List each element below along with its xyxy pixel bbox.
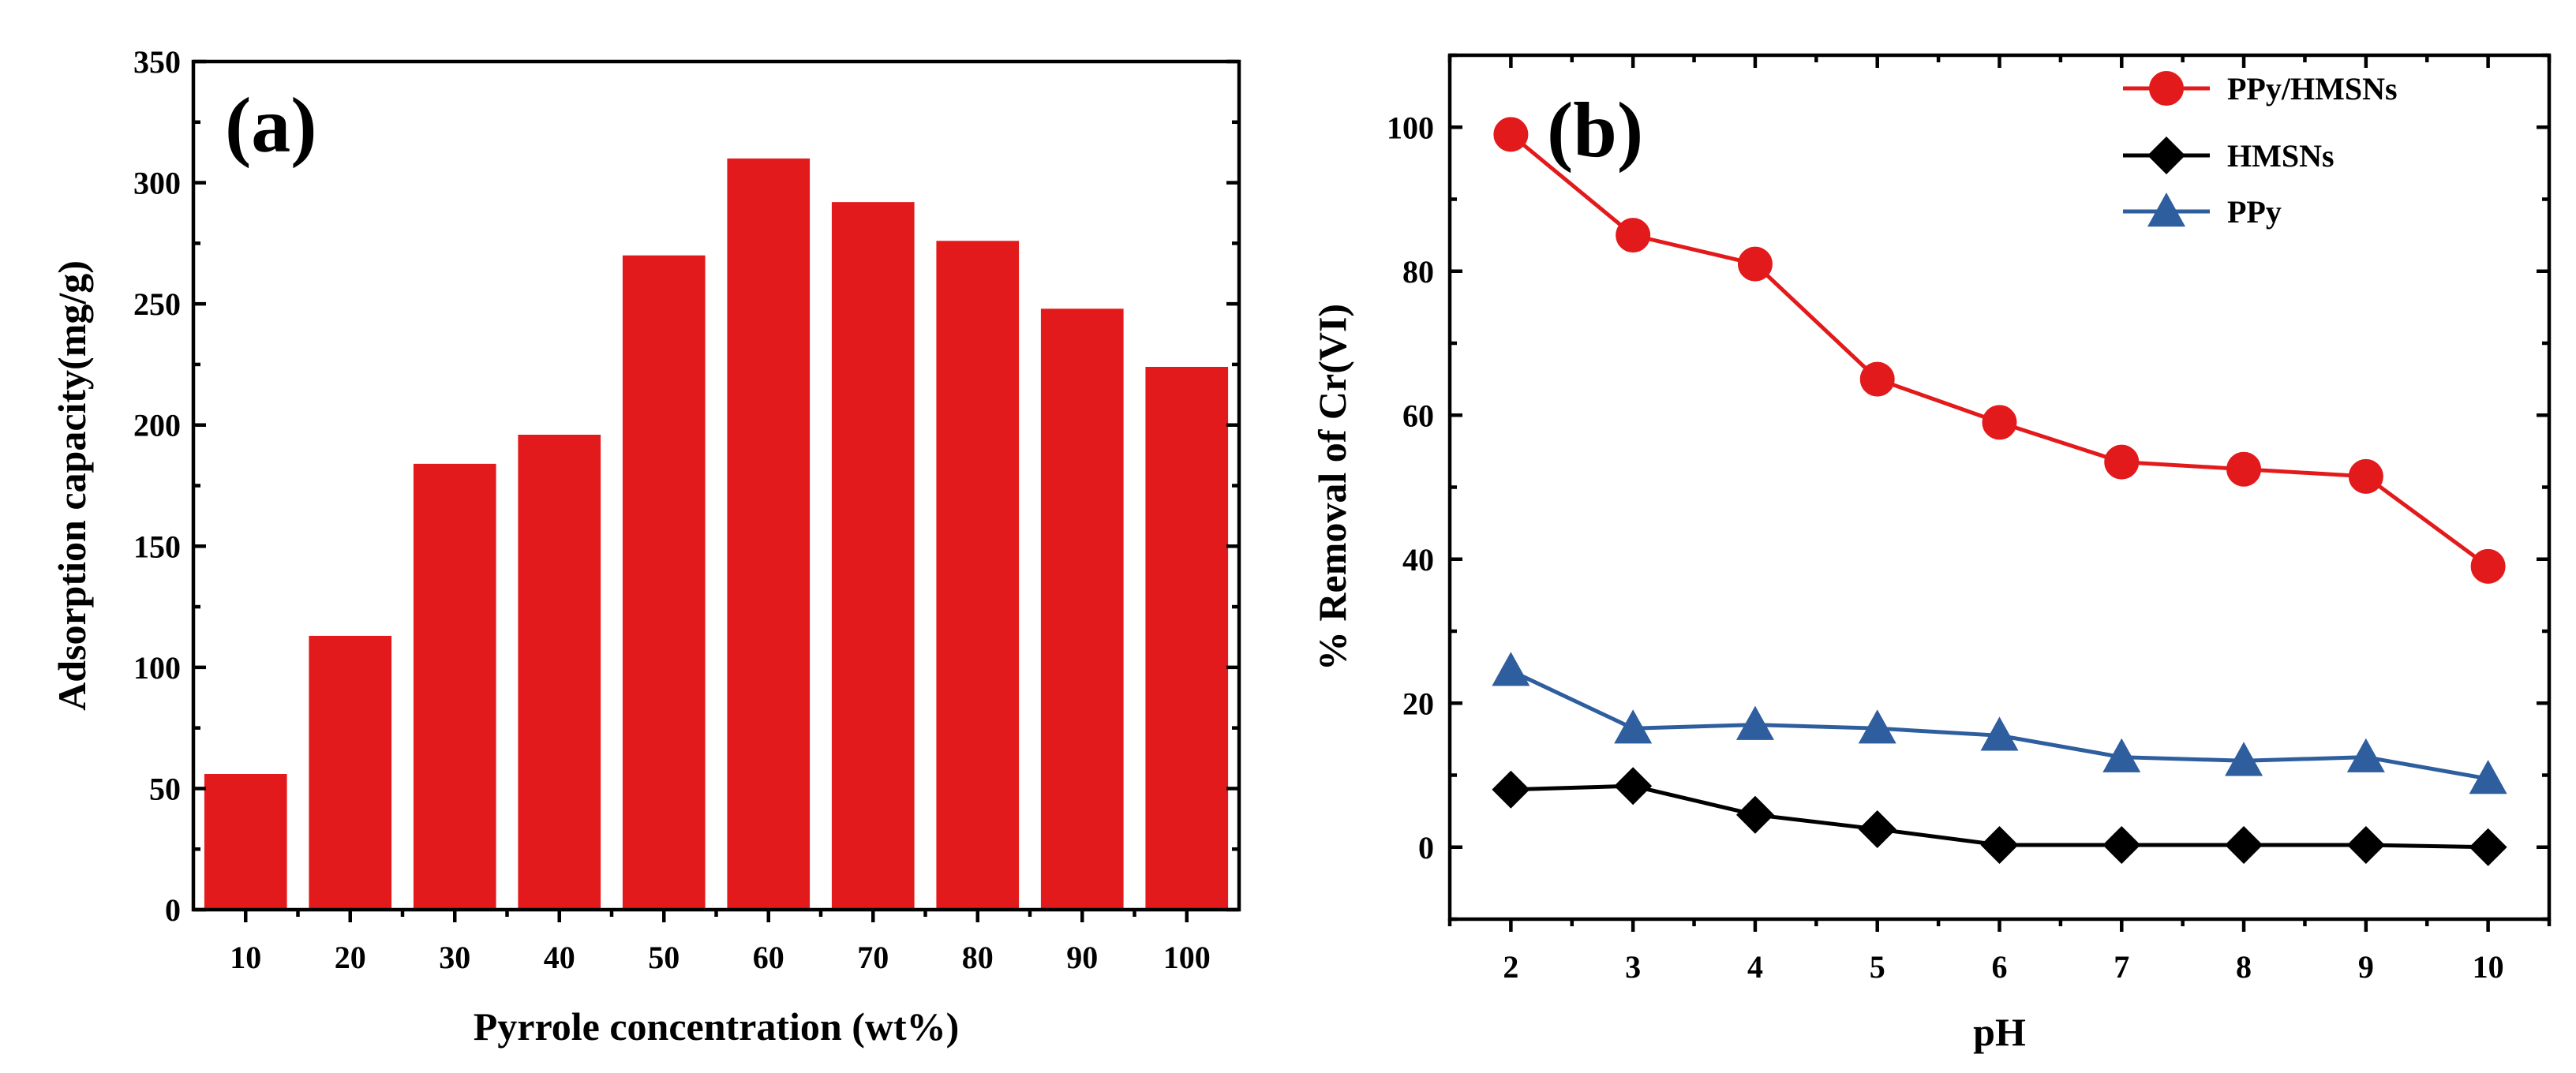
- data-point-ppy-hmsns: [2104, 444, 2140, 480]
- y-axis-title: Adsorption capacity(mg/g): [50, 260, 94, 711]
- x-tick-label: 80: [962, 940, 994, 975]
- legend-label-ppy: PPy: [2227, 194, 2282, 230]
- bar: [413, 463, 496, 910]
- x-tick-label: 2: [1503, 949, 1518, 985]
- bar: [831, 202, 915, 910]
- y-tick-label: 250: [133, 286, 181, 322]
- x-tick-label: 20: [335, 940, 366, 975]
- x-tick-label: 30: [439, 940, 470, 975]
- data-point-ppy: [1614, 709, 1653, 744]
- x-axis-title: pH: [1973, 1010, 2026, 1054]
- y-tick-label: 100: [1387, 110, 1434, 145]
- bar: [518, 435, 601, 910]
- panel-a-bar-chart: (a) 0 50 100 150 200 250 300 350 10 20 30 40 50 60 70 8…: [50, 44, 1241, 1049]
- panel-b-line-chart: (b) 0 20 40 60 80 100 2 3 4 5 6 7 8 9 10 pH % Removal of…: [1310, 53, 2552, 1054]
- x-tick-label: 100: [1163, 940, 1211, 975]
- bar: [727, 158, 811, 910]
- x-tick-label: 90: [1066, 940, 1098, 975]
- legend-label-hmsns: HMSNs: [2227, 138, 2334, 174]
- x-tick-label: 7: [2114, 949, 2129, 985]
- data-point-hmsns: [1980, 826, 2019, 865]
- y-tick-label: 0: [1418, 830, 1434, 866]
- bar: [309, 635, 392, 910]
- x-tick-label: 9: [2358, 949, 2374, 985]
- y-tick-label: 50: [149, 771, 181, 806]
- panel-b-label: (b): [1547, 86, 1643, 174]
- data-point-hmsns: [1614, 767, 1653, 806]
- plot-frame-b: [1447, 53, 2552, 922]
- x-tick-label: 10: [2473, 949, 2504, 985]
- x-axis-title: Pyrrole concentration (wt%): [474, 1004, 960, 1049]
- data-point-ppy: [2225, 742, 2263, 776]
- y-tick-label: 0: [165, 892, 181, 928]
- x-tick-label: 3: [1625, 949, 1641, 985]
- x-tick-label: 40: [544, 940, 575, 975]
- data-point-ppy-hmsns: [2348, 458, 2383, 494]
- legend-label-ppy-hmsns: PPy/HMSNs: [2227, 71, 2398, 107]
- data-point-hmsns: [1735, 795, 1774, 834]
- y-tick-label: 300: [133, 166, 181, 201]
- data-point-ppy: [2346, 738, 2385, 772]
- x-tick-label: 6: [1992, 949, 2008, 985]
- data-point-ppy-hmsns: [1493, 117, 1529, 152]
- x-tick-label: 60: [753, 940, 784, 975]
- series-line-ppy-hmsns: [1509, 133, 2490, 568]
- y-tick-label: 60: [1402, 398, 1434, 433]
- data-point-hmsns: [1492, 770, 1530, 809]
- y-tick-label: 100: [133, 650, 181, 686]
- bar: [1040, 308, 1124, 910]
- x-tick-label: 70: [857, 940, 889, 975]
- data-point-hmsns: [2469, 828, 2507, 866]
- data-point-ppy: [1492, 652, 1530, 686]
- bar: [1145, 367, 1229, 910]
- x-tick-label: 8: [2236, 949, 2252, 985]
- data-point-ppy: [1858, 709, 1896, 744]
- data-point-ppy: [1980, 716, 2019, 751]
- data-point-hmsns: [2102, 826, 2141, 865]
- data-point-ppy-hmsns: [2226, 451, 2262, 487]
- data-point-ppy-hmsns: [1982, 405, 2017, 440]
- y-axis-title: % Removal of Cr(VI): [1310, 304, 1354, 671]
- data-point-hmsns: [1858, 809, 1896, 848]
- data-point-ppy-hmsns: [1859, 361, 1895, 397]
- y-tick-label: 40: [1402, 542, 1434, 578]
- bar: [204, 774, 287, 910]
- data-point-ppy: [2469, 760, 2507, 794]
- y-tick-label: 20: [1402, 686, 1434, 721]
- x-tick-label: 4: [1747, 949, 1763, 985]
- y-tick-label: 350: [133, 44, 181, 80]
- legend-marker-ppy: [2147, 193, 2185, 227]
- y-tick-label: 200: [133, 408, 181, 443]
- x-tick-label: 5: [1870, 949, 1885, 985]
- legend-marker-ppy-hmsns: [2149, 71, 2184, 106]
- data-point-hmsns: [2225, 826, 2263, 865]
- bar: [622, 255, 706, 910]
- x-tick-label: 50: [648, 940, 680, 975]
- bar: [936, 241, 1020, 910]
- y-tick-label: 150: [133, 529, 181, 564]
- y-tick-label: 80: [1402, 254, 1434, 290]
- data-point-ppy-hmsns: [1616, 218, 1651, 253]
- legend-marker-hmsns: [2147, 136, 2185, 174]
- data-point-ppy-hmsns: [1737, 246, 1773, 282]
- data-point-hmsns: [2346, 826, 2385, 865]
- panel-a-label: (a): [225, 81, 317, 169]
- data-point-ppy: [2102, 738, 2141, 772]
- data-point-ppy: [1735, 705, 1774, 740]
- x-tick-label: 10: [230, 940, 261, 975]
- data-point-ppy-hmsns: [2470, 548, 2506, 584]
